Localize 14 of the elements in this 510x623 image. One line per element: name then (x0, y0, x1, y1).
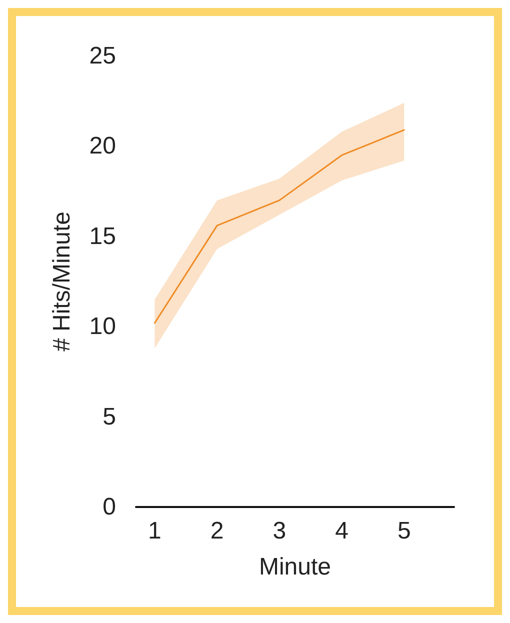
x-tick-label: 3 (272, 518, 286, 544)
y-tick-label: 5 (102, 403, 116, 430)
x-axis-title: Minute (258, 554, 332, 580)
x-tick-label: 1 (148, 518, 162, 544)
y-tick-label: 25 (89, 42, 116, 70)
y-tick-label: 20 (89, 132, 116, 160)
y-tick-label: 10 (89, 313, 116, 340)
x-tick-label: 5 (397, 518, 411, 544)
x-tick-label: 4 (335, 518, 348, 544)
y-tick-label: 15 (89, 222, 116, 250)
line-series (154, 129, 405, 324)
y-tick-label: 0 (102, 494, 116, 520)
x-tick-label: 2 (210, 518, 224, 544)
y-axis-title: # Hits/Minute (48, 211, 76, 352)
